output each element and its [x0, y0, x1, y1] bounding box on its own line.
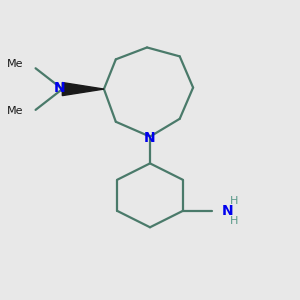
- Text: N: N: [144, 131, 156, 145]
- Text: N: N: [53, 81, 65, 94]
- Text: Me: Me: [7, 59, 23, 69]
- Text: N: N: [221, 204, 233, 218]
- Text: H: H: [230, 216, 238, 226]
- Text: Me: Me: [7, 106, 23, 116]
- Text: H: H: [230, 196, 238, 206]
- Polygon shape: [62, 82, 104, 96]
